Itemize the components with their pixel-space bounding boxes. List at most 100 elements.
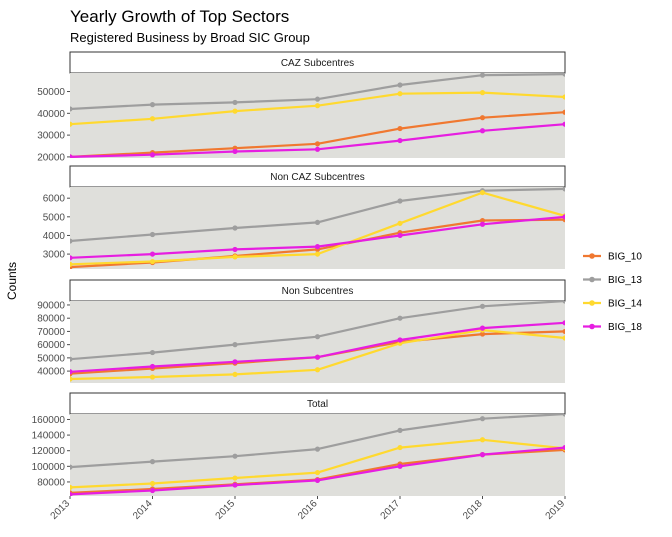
data-point-BIG_14: [479, 90, 486, 96]
data-point-BIG_18: [149, 363, 156, 370]
y-tick-label: 4000: [43, 231, 66, 242]
data-point-BIG_18: [314, 146, 321, 152]
legend-label: BIG_13: [608, 275, 642, 286]
data-point-BIG_18: [149, 251, 156, 257]
data-point-BIG_14: [232, 254, 238, 260]
legend-key-point: [589, 323, 595, 330]
data-point-BIG_18: [314, 244, 321, 250]
data-point-BIG_13: [562, 187, 565, 192]
legend-item-BIG_13: BIG_13: [583, 275, 642, 286]
data-point-BIG_13: [314, 334, 321, 340]
data-point-BIG_14: [314, 367, 321, 373]
data-point-BIG_10: [479, 217, 486, 224]
data-point-BIG_13: [479, 73, 486, 78]
data-point-BIG_18: [70, 369, 73, 375]
data-point-BIG_13: [232, 453, 238, 459]
data-point-BIG_14: [149, 374, 156, 380]
legend-label: BIG_10: [608, 252, 642, 263]
panel-lines: [70, 73, 565, 158]
y-tick-label: 80000: [37, 477, 65, 488]
data-point-BIG_18: [479, 128, 486, 134]
data-point-BIG_13: [149, 231, 156, 238]
legend-item-BIG_10: BIG_10: [583, 252, 642, 263]
y-tick-label: 20000: [37, 152, 65, 163]
panel-strip-label: Non Subcentres: [282, 286, 354, 297]
legend-key-point: [589, 276, 595, 283]
data-point-BIG_14: [562, 335, 565, 341]
data-point-BIG_14: [232, 475, 238, 481]
data-point-BIG_14: [70, 121, 73, 127]
y-tick-label: 100000: [32, 462, 66, 473]
chart-subtitle: Registered Business by Broad SIC Group: [70, 30, 310, 45]
data-point-BIG_13: [232, 225, 238, 231]
facet-panels: CAZ Subcentres 20000 30000 40000 50000 Non CA…: [32, 51, 566, 496]
data-point-BIG_18: [397, 137, 403, 144]
data-point-BIG_13: [70, 356, 73, 362]
data-point-BIG_18: [314, 477, 321, 483]
y-tick-label: 90000: [37, 300, 65, 311]
data-point-BIG_18: [232, 246, 238, 253]
data-point-BIG_18: [397, 337, 403, 343]
data-point-BIG_13: [149, 102, 156, 108]
data-point-BIG_14: [232, 108, 238, 114]
panel-3: Total 80000 100000 120000 140000 160000: [32, 392, 566, 496]
data-point-BIG_10: [397, 125, 403, 132]
y-tick-label: 40000: [37, 367, 65, 378]
panel-strip-label: CAZ Subcentres: [281, 58, 354, 69]
panel-background: [70, 187, 565, 269]
legend-item-BIG_18: BIG_18: [583, 322, 642, 333]
data-point-BIG_14: [314, 251, 321, 257]
data-point-BIG_18: [562, 444, 565, 451]
data-point-BIG_10: [562, 109, 565, 115]
data-point-BIG_13: [314, 446, 321, 452]
y-tick-label: 60000: [37, 340, 65, 351]
y-tick-label: 160000: [32, 415, 66, 426]
x-tick-label: 2016: [296, 498, 320, 522]
data-point-BIG_10: [314, 141, 321, 147]
data-point-BIG_18: [562, 121, 565, 127]
x-tick-label: 2018: [461, 498, 485, 522]
legend-key-point: [589, 300, 595, 306]
y-axis-title: Counts: [5, 262, 19, 300]
panel-2: Non Subcentres 40000 50000 60000 70000 80000 9…: [37, 279, 566, 383]
data-point-BIG_14: [479, 189, 486, 196]
data-point-BIG_14: [70, 484, 73, 491]
y-tick-label: 80000: [37, 314, 65, 325]
data-point-BIG_18: [70, 491, 73, 496]
y-tick-label: 120000: [32, 446, 66, 457]
data-point-BIG_13: [70, 464, 73, 470]
panel-0: CAZ Subcentres 20000 30000 40000 50000: [37, 51, 566, 163]
panel-lines: [70, 301, 565, 382]
data-point-BIG_18: [397, 232, 403, 239]
panel-1: Non CAZ Subcentres 3000 4000 5000 6000: [43, 165, 566, 269]
data-point-BIG_14: [397, 220, 403, 226]
data-point-BIG_13: [232, 99, 238, 106]
data-point-BIG_18: [397, 463, 403, 469]
data-point-BIG_13: [70, 238, 73, 244]
data-point-BIG_14: [314, 469, 321, 476]
y-tick-label: 30000: [37, 131, 65, 142]
data-point-BIG_18: [562, 214, 565, 220]
data-point-BIG_18: [232, 359, 238, 365]
data-point-BIG_13: [397, 427, 403, 433]
data-point-BIG_13: [232, 342, 238, 348]
data-point-BIG_13: [70, 106, 73, 112]
data-point-BIG_10: [479, 331, 486, 337]
x-tick-label: 2017: [379, 498, 403, 522]
data-point-BIG_14: [70, 261, 73, 267]
panel-strip-label: Total: [307, 399, 328, 410]
data-point-BIG_13: [397, 82, 403, 88]
data-point-BIG_14: [149, 258, 156, 265]
data-point-BIG_13: [479, 416, 486, 422]
y-tick-label: 6000: [43, 194, 66, 205]
legend: BIG_10 BIG_13 BIG_14 BIG_18: [583, 252, 642, 333]
data-point-BIG_18: [70, 154, 73, 158]
data-point-BIG_18: [479, 221, 486, 227]
legend-label: BIG_18: [608, 322, 642, 333]
data-point-BIG_13: [314, 219, 321, 226]
x-tick-label: 2013: [49, 498, 73, 522]
data-point-BIG_18: [149, 152, 156, 158]
y-tick-label: 140000: [32, 431, 66, 442]
data-point-BIG_14: [149, 480, 156, 487]
